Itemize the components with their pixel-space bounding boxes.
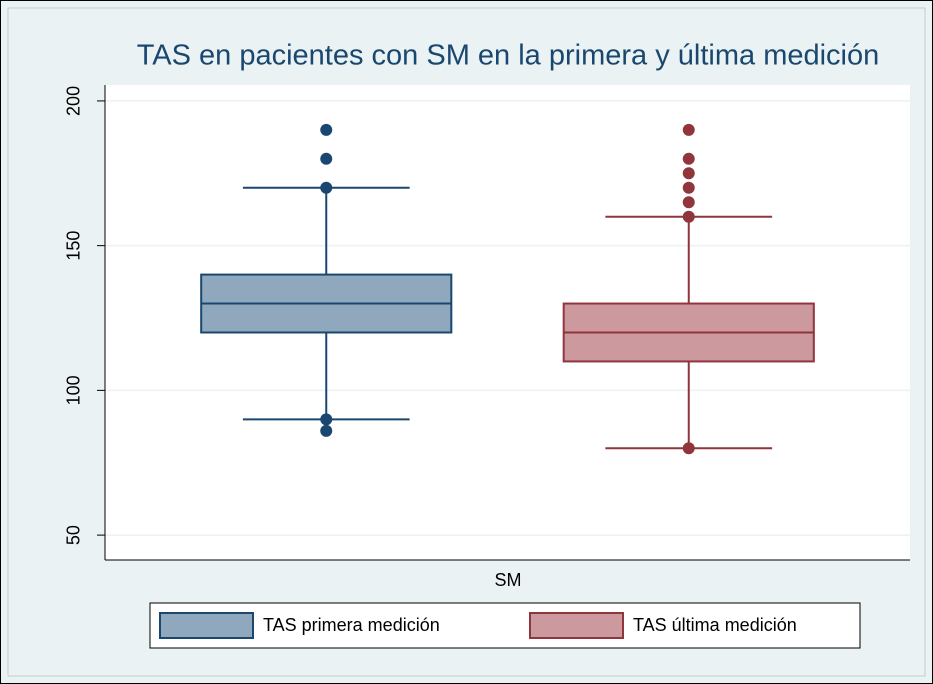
y-tick-label: 50 <box>64 525 84 545</box>
outlier <box>320 152 333 165</box>
outlier <box>682 123 695 136</box>
y-tick-label: 150 <box>64 231 84 261</box>
legend-swatch <box>159 612 254 639</box>
legend-swatch <box>529 612 624 639</box>
legend-label: TAS última medición <box>633 615 797 635</box>
outlier <box>320 123 333 136</box>
outlier <box>682 196 695 209</box>
outlier <box>682 167 695 180</box>
legend <box>149 602 861 649</box>
chart-title: TAS en pacientes con SM en la primera y … <box>137 40 880 72</box>
y-tick-label: 200 <box>64 86 84 116</box>
outlier <box>320 413 333 426</box>
legend-label: TAS primera medición <box>263 615 440 635</box>
x-axis-label: SM <box>495 570 522 590</box>
outlier <box>320 181 333 194</box>
outlier <box>682 442 695 455</box>
outlier <box>682 152 695 165</box>
outlier <box>320 424 333 437</box>
outlier <box>682 210 695 223</box>
y-tick-label: 100 <box>64 375 84 405</box>
outlier <box>682 181 695 194</box>
